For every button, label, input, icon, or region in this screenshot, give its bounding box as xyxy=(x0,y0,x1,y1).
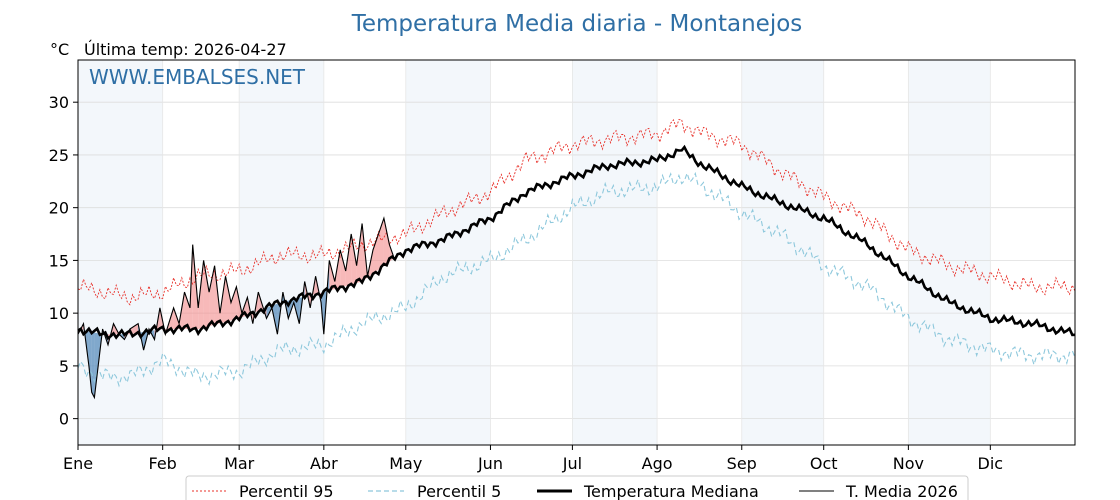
month-band xyxy=(572,60,658,445)
warm-anomaly-fill xyxy=(329,260,335,291)
month-band xyxy=(239,60,324,445)
warm-anomaly-fill xyxy=(351,234,357,285)
month-band xyxy=(741,60,824,445)
series-t-media-2026 xyxy=(77,216,396,400)
x-tick-label: Jul xyxy=(562,454,582,473)
x-tick-label: May xyxy=(389,454,422,473)
warm-anomaly-fill xyxy=(209,265,215,327)
x-tick-label: Feb xyxy=(149,454,177,473)
warm-anomaly-fill xyxy=(184,292,190,329)
y-tick-label: 0 xyxy=(59,410,69,429)
month-band xyxy=(908,60,991,445)
last-temp-label: Última temp: 2026-04-27 xyxy=(84,40,287,59)
cold-anomaly-fill xyxy=(91,331,95,398)
legend-label-p95: Percentil 95 xyxy=(239,482,334,500)
legend-box xyxy=(185,475,969,500)
x-tick-label: Nov xyxy=(893,454,924,473)
month-band xyxy=(405,60,491,445)
x-tick-label: Dic xyxy=(978,454,1004,473)
x-tick-label: Ene xyxy=(63,454,93,473)
warm-anomaly-fill xyxy=(203,260,210,328)
y-tick-label: 10 xyxy=(49,304,69,323)
watermark: WWW.EMBALSES.NET xyxy=(89,65,306,89)
y-tick-label: 25 xyxy=(49,146,69,165)
legend-label-median: Temperatura Mediana xyxy=(583,482,759,500)
plot-frame xyxy=(77,59,1076,446)
series-temperatura-mediana xyxy=(77,144,1076,341)
x-axis-ticks: Ene Feb Mar Abr May Jun Jul Ago Sep Oct Nov Dic xyxy=(63,445,1003,473)
legend-label-p5: Percentil 5 xyxy=(417,482,501,500)
x-tick-label: Sep xyxy=(727,454,757,473)
warm-anomaly-fill xyxy=(383,218,390,266)
y-tick-label: 15 xyxy=(49,251,69,270)
warm-anomaly-fill xyxy=(225,276,231,322)
x-tick-label: Abr xyxy=(310,454,338,473)
y-tick-label: 30 xyxy=(49,93,69,112)
warm-anomaly-fill xyxy=(373,234,379,274)
cold-anomaly-fill xyxy=(88,331,92,393)
warm-anomaly-fill xyxy=(340,249,346,288)
warm-anomaly-fill xyxy=(198,260,204,329)
x-tick-label: Ago xyxy=(642,454,673,473)
y-axis-ticks: 0 5 10 15 20 25 30 xyxy=(49,93,78,429)
legend-label-2026: T. Media 2026 xyxy=(845,482,958,500)
legend: Percentil 95 Percentil 5 Temperatura Med… xyxy=(185,475,969,500)
y-tick-label: 20 xyxy=(49,199,69,218)
warm-anomaly-fill xyxy=(129,323,139,335)
series-percentil-5 xyxy=(77,171,1076,388)
series-percentil-95 xyxy=(77,119,1076,306)
chart-title: Temperatura Media diaria - Montanejos xyxy=(351,11,803,37)
plot-background xyxy=(78,60,991,445)
unit-label: °C xyxy=(50,40,69,59)
warm-anomaly-fill xyxy=(230,286,237,321)
y-tick-label: 5 xyxy=(59,357,69,376)
x-tick-label: Oct xyxy=(810,454,838,473)
series-lines xyxy=(77,119,1076,400)
x-tick-label: Mar xyxy=(224,454,255,473)
x-tick-label: Jun xyxy=(477,454,503,473)
